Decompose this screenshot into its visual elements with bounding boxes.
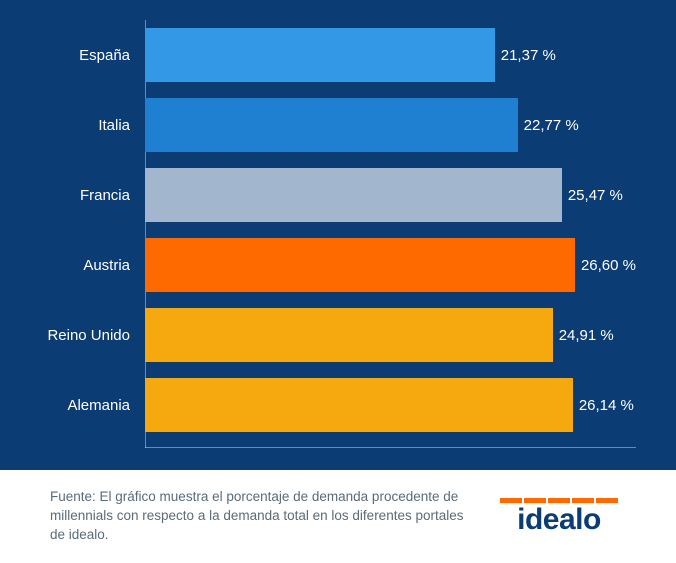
bar-track: 26,60 % [145,230,636,300]
bar-track: 21,37 % [145,20,636,90]
chart-row: Austria 26,60 % [10,230,636,300]
bar-label: España [10,47,145,64]
bar-italia [145,98,518,152]
bar-value: 24,91 % [553,327,614,344]
bar-espana [145,28,495,82]
bar-label: Alemania [10,397,145,414]
bar-track: 25,47 % [145,160,636,230]
chart-row: España 21,37 % [10,20,636,90]
bar-track: 22,77 % [145,90,636,160]
chart-row: Italia 22,77 % [10,90,636,160]
bar-austria [145,238,575,292]
bar-label: Italia [10,117,145,134]
bar-value: 26,60 % [575,257,636,274]
logo-text: idealo [517,505,601,535]
idealo-logo: idealo [500,498,618,535]
bar-label: Reino Unido [10,327,145,344]
bar-track: 24,91 % [145,300,636,370]
bar-value: 26,14 % [573,397,634,414]
bar-reino-unido [145,308,553,362]
bar-track: 26,14 % [145,370,636,440]
bar-francia [145,168,562,222]
x-axis-line [145,447,636,448]
chart-area: España 21,37 % Italia 22,77 % Francia 25… [0,0,676,470]
chart-row: Francia 25,47 % [10,160,636,230]
bar-value: 25,47 % [562,187,623,204]
footer: Fuente: El gráfico muestra el porcentaje… [0,470,676,563]
bar-label: Austria [10,257,145,274]
chart-row: Alemania 26,14 % [10,370,636,440]
bar-label: Francia [10,187,145,204]
bar-value: 21,37 % [495,47,556,64]
chart-row: Reino Unido 24,91 % [10,300,636,370]
bar-alemania [145,378,573,432]
bar-value: 22,77 % [518,117,579,134]
source-text: Fuente: El gráfico muestra el porcentaje… [50,488,480,545]
